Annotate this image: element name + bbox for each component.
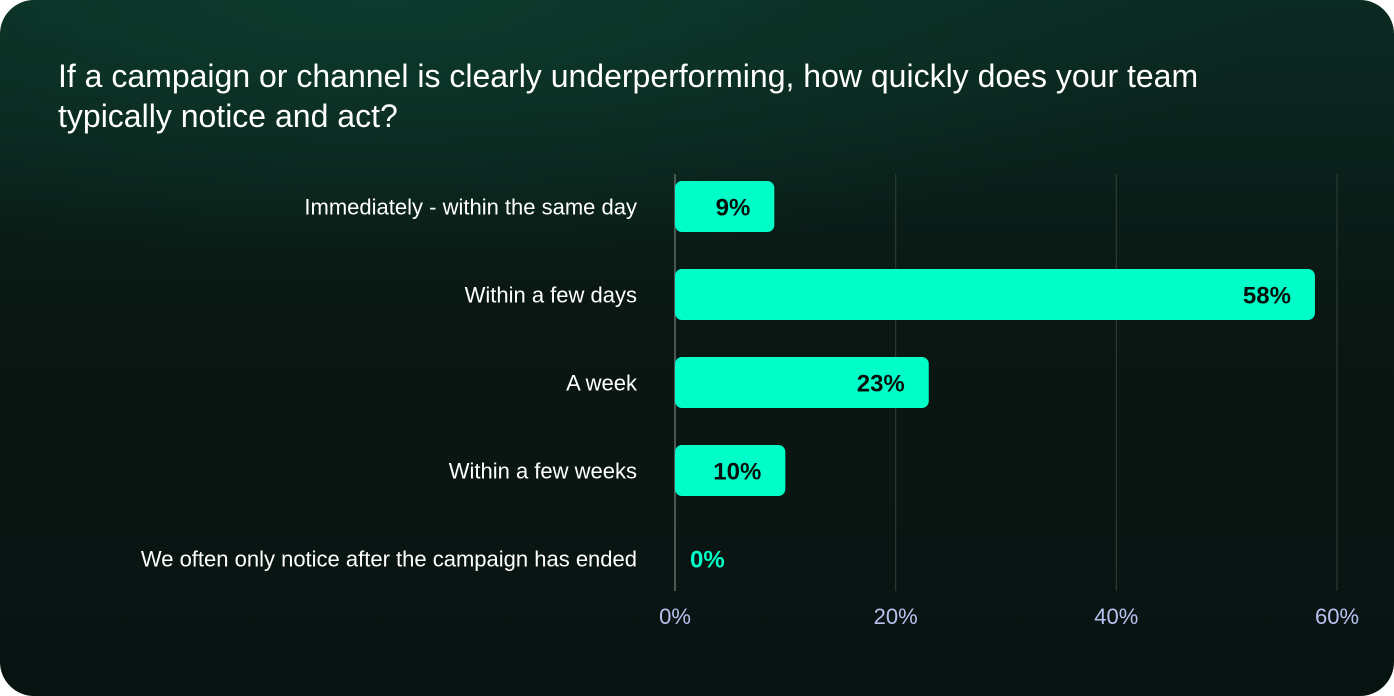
x-tick-label: 20%: [874, 604, 918, 629]
bar: [675, 445, 786, 496]
bar: [675, 269, 1315, 320]
data-label: 0%: [690, 547, 725, 574]
category-label: We often only notice after the campaign …: [141, 547, 637, 572]
x-tick-label: 60%: [1315, 604, 1359, 629]
category-label: A week: [566, 371, 638, 396]
x-tick-label: 0%: [659, 604, 691, 629]
chart-title: If a campaign or channel is clearly unde…: [58, 58, 1199, 134]
category-label: Within a few weeks: [449, 459, 637, 484]
bar: [675, 357, 929, 408]
category-label: Immediately - within the same day: [304, 195, 637, 220]
data-label: 9%: [716, 195, 751, 222]
data-label: 58%: [1243, 283, 1291, 310]
bar: [675, 181, 775, 232]
category-label: Within a few days: [465, 283, 637, 308]
x-tick-label: 40%: [1094, 604, 1138, 629]
data-label: 23%: [857, 371, 905, 398]
data-label: 10%: [713, 459, 761, 486]
